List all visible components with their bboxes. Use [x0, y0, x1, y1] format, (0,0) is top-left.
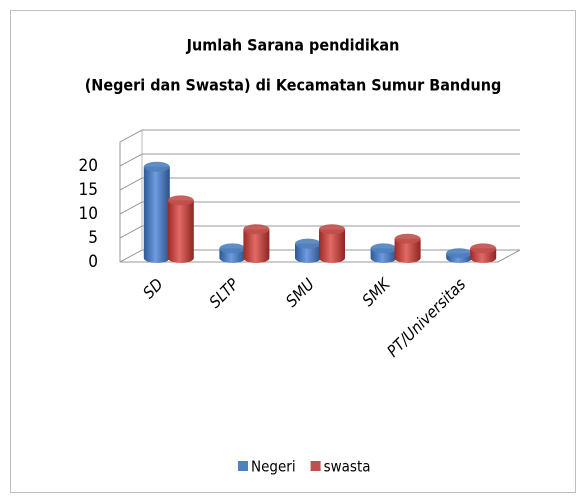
chart-title: (Negeri dan Swasta) di Kecamatan Sumur B…: [85, 76, 502, 95]
bar-top: [446, 248, 473, 259]
grid-line: [119, 225, 520, 239]
y-tick-label: 5: [88, 228, 98, 248]
legend-swatch: [238, 461, 248, 471]
bar: [319, 229, 345, 263]
y-tick-label: 15: [79, 180, 98, 200]
grid-line: [119, 201, 520, 215]
y-tick-label: 0: [88, 252, 98, 272]
legend-swatch: [310, 461, 321, 471]
bar-top: [470, 243, 497, 254]
chart-title: Jumlah Sarana pendidikan: [186, 36, 400, 55]
grid-line: [119, 177, 520, 191]
bar-top: [243, 224, 270, 235]
bar: [243, 229, 270, 263]
bar-top: [394, 233, 421, 244]
bar-top: [295, 238, 321, 249]
bar-top: [167, 195, 194, 206]
bar-top: [370, 243, 397, 254]
bar-top: [143, 161, 170, 172]
y-tick-label: 20: [79, 156, 98, 176]
legend-label: Negeri: [251, 458, 296, 476]
bar: [143, 166, 170, 263]
legend-label: swasta: [324, 458, 371, 476]
bar: [295, 243, 321, 263]
floor-edge: [120, 249, 521, 263]
bar-top: [219, 243, 246, 254]
grid-line: [119, 153, 520, 167]
wall-edge: [119, 129, 520, 262]
y-tick-label: 10: [79, 204, 98, 224]
bar-top: [319, 224, 345, 235]
bar: [167, 200, 194, 263]
bar: [394, 238, 421, 263]
